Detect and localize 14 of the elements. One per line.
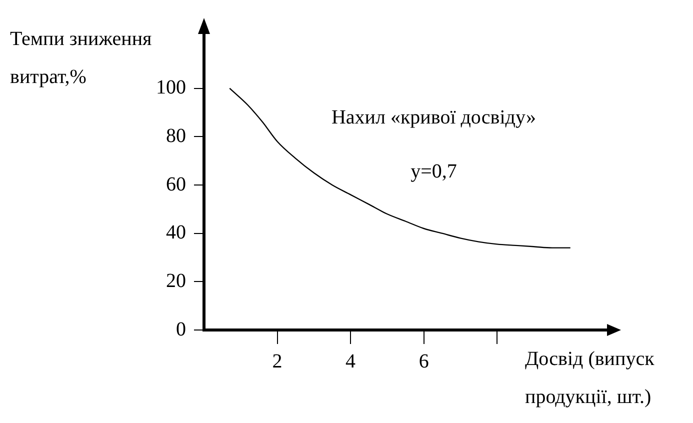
y-tick-label: 40 [166, 222, 186, 244]
x-tick-label: 4 [346, 350, 356, 372]
y-axis-title: Темпи зниження витрат,% [10, 28, 152, 88]
annotation: Нахил «кривої досвіду» [331, 106, 536, 128]
x-tick-label: 2 [272, 350, 282, 372]
annotation: y=0,7 [410, 160, 457, 182]
y-tick-label: 20 [166, 270, 186, 292]
x-axis-title: Досвід (випуск продукції, шт.) [525, 347, 656, 410]
y-tick-label: 0 [176, 318, 186, 340]
x-tick-label: 6 [418, 350, 429, 372]
y-tick-label: 80 [166, 124, 186, 147]
y-tick-label: 60 [166, 173, 186, 196]
line-series [229, 88, 571, 248]
y-tick-label: 100 [156, 76, 186, 99]
